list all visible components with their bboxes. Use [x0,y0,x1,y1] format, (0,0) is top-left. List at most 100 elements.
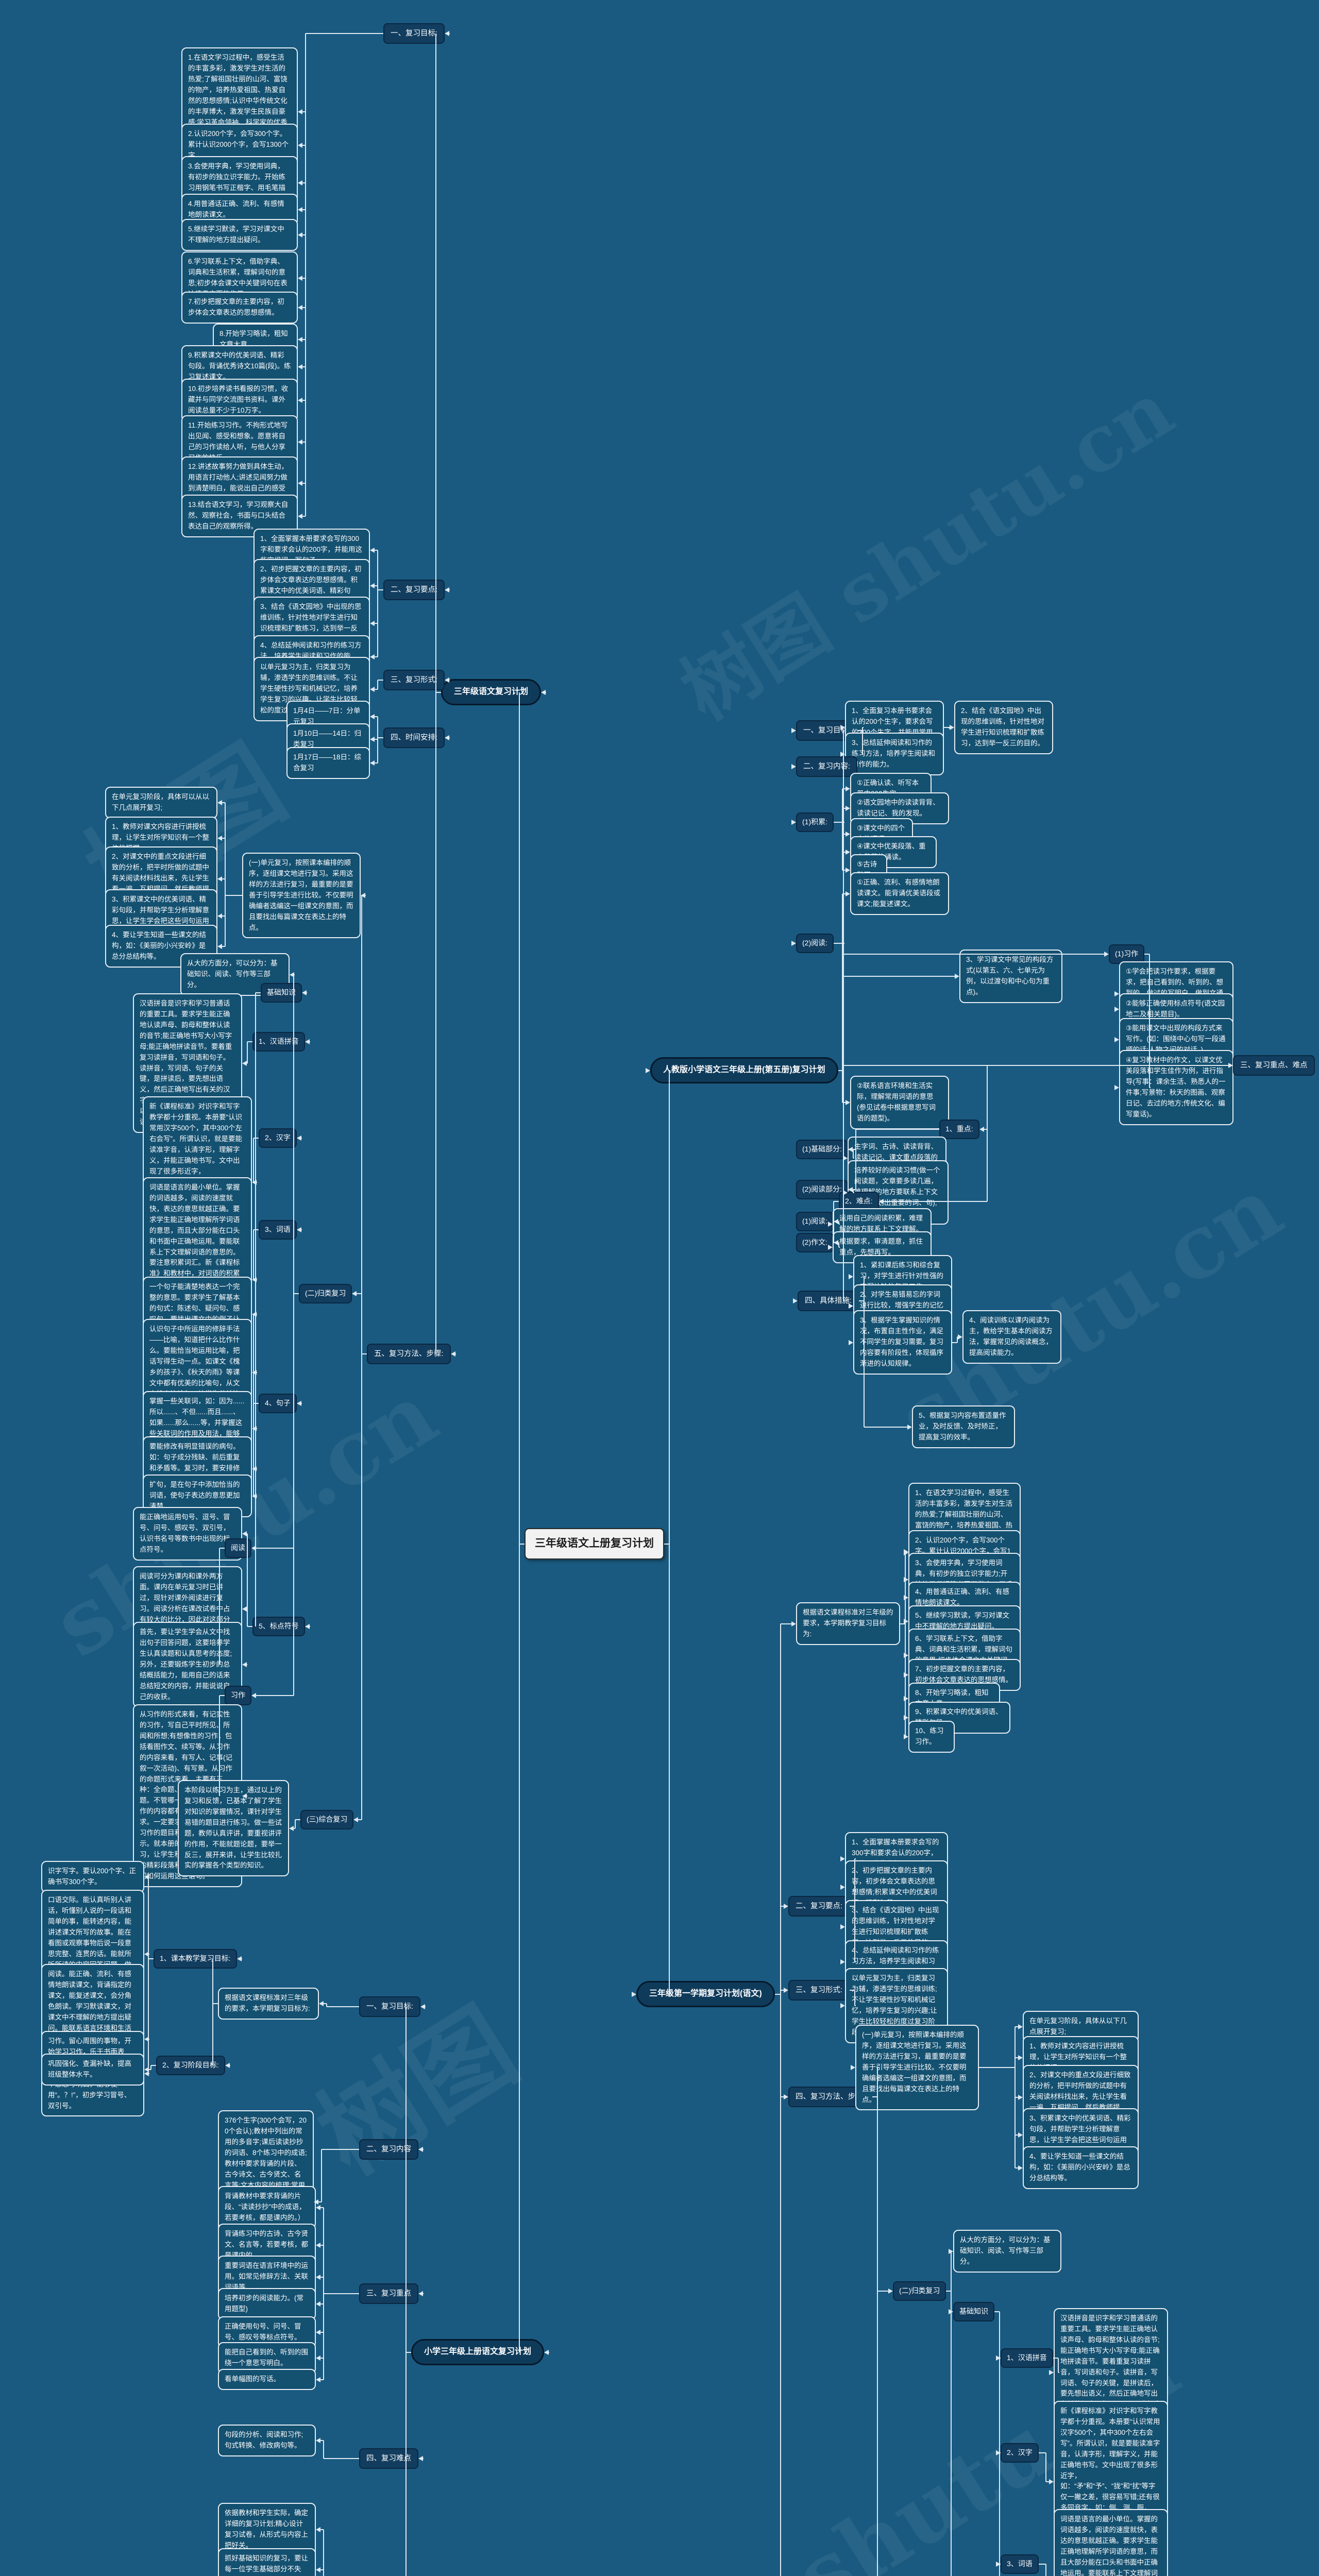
connector-line [151,2065,156,2066]
mindmap-node-b4[interactable]: 四、复习难点 [359,2448,418,2469]
connector-line [302,111,306,112]
mindmap-node-c1-1b[interactable]: 2、结合《语文园地》中出现的思维训练，针对性地对学生进行知识梳理和扩散练习，达到… [954,701,1053,754]
mindmap-node-c6-1a[interactable]: (1)基础部分: [796,1140,848,1159]
mindmap-node-b3[interactable]: 三、复习重点 [359,2283,418,2304]
mindmap-node-c4-3[interactable]: 3、学习课文中常见的构段方式(以第五、六、七单元为例，以过渡句和中心句为重点)。 [959,950,1062,1003]
connector-line [374,762,378,764]
mindmap-node-d1-9[interactable]: 9、积累课文中的优美词语、精彩句段。 [908,1702,1010,1734]
connector-line [839,1247,840,1248]
mindmap-node-a5[interactable]: 五、复习方法、步骤: [367,1344,451,1365]
mindmap-node-rootC[interactable]: 人教版小学语文三年级上册(第五册)复习计划 [650,1057,838,1083]
mindmap-node-b5-1[interactable]: 依据教材和学生实际，确定详细的复习计划;精心设计复习试卷，从形式与内容上把好关。 [218,2503,316,2556]
mindmap-node-a1-7[interactable]: 7.初步把握文章的主要内容，初步体会文章表达的思想感情。 [181,292,298,324]
mindmap-node-a1[interactable]: 一、复习目标: [383,23,445,44]
connector-line [951,2251,952,2576]
mindmap-node-b3-1[interactable]: 背诵教材中要求背诵的片段、“读读抄抄”中的成语，若要考核，都是课内的。） [218,2186,316,2229]
connector-line [834,1221,839,1222]
mindmap-node-a5-g-b5[interactable]: 5、标点符号 [252,1617,305,1636]
connector-line [855,1926,856,1927]
mindmap-node-b1[interactable]: 一、复习目标: [359,1996,421,2018]
connector-line [253,1403,259,1404]
mindmap-node-b1-n1[interactable]: 1、课本教学复习目标: [154,1949,237,1969]
mindmap-node-a4-3[interactable]: 1月17日——18日：综合复习 [286,747,370,779]
mindmap-node-b4-1[interactable]: 句段的分析、阅读和习作;句式转换、修改病句等。 [218,2425,316,2456]
mindmap-node-c4-2[interactable]: ②联系语言环境和生活实际，理解常用词语的意思(参见试卷中根据意思写词语的题型)。 [850,1076,949,1129]
mindmap-node-a5-g-read-2[interactable]: 首先，要让学生学会从文中找出句子回答问题，这要培养学生认真读题和认真思考的态度;… [133,1622,242,1708]
connector-line [1058,2358,1059,2372]
mindmap-node-c3[interactable]: (1)积累: [796,812,834,832]
mindmap-node-c7-3[interactable]: 3、根据学生掌握知识的情况，布置自主性作业，满足不同学生的复习需要。复习内容要有… [853,1310,952,1375]
mindmap-node-c5-4[interactable]: ④复习教材中的作文，以课文优美段落和学生佳作为例，进行指导(写事：课余生活、熟悉… [1119,1050,1233,1125]
mindmap-node-a5-z-1[interactable]: 本阶段以练习为主，通过以上的复习和反馈，已基本了解了学生对知识的掌握情况，课针对… [178,1780,289,1877]
mindmap-node-b1-n1-1[interactable]: 识字写字。要认200个字、正确书写300个字。 [41,1861,144,1893]
mindmap-node-a3[interactable]: 三、复习形式: [383,670,445,691]
connector-line [946,2291,951,2292]
connector-arrowhead [298,364,302,369]
connector-line [856,1129,939,1130]
mindmap-node-a5-g-base[interactable]: 基础知识 [261,983,302,1003]
mindmap-node-a5-g-b5-1[interactable]: 能正确地运用句号、逗号、冒号、问号、感叹号、双引号，认识书名号等数书中出现的标点… [133,1507,242,1561]
connector-line [1045,2453,1046,2482]
mindmap-node-a2[interactable]: 二、复习要点: [383,580,445,601]
mindmap-node-center[interactable]: 三年级语文上册复习计划 [525,1528,664,1560]
mindmap-node-c4[interactable]: (2)阅读: [796,934,834,953]
mindmap-node-d4-g-base[interactable]: 基础知识 [953,2302,994,2321]
mindmap-node-c2[interactable]: 二、复习内容: [796,756,858,777]
connector-arrowhead [544,2349,549,2355]
mindmap-node-b2[interactable]: 二、复习内容 [359,2139,418,2160]
mindmap-node-rootA[interactable]: 三年级语文复习计划 [441,679,542,705]
connector-line [838,1070,843,1071]
mindmap-node-b1-n2[interactable]: 2、复习阶段目标: [156,2056,225,2075]
mindmap-node-a5-g-b4[interactable]: 4、句子 [259,1394,297,1413]
connector-arrowhead [290,972,294,977]
connector-arrowhead [353,1817,358,1822]
mindmap-node-a1-5[interactable]: 5.继续学习默读，学习对课文中不理解的地方提出疑问。 [181,219,298,251]
connector-arrowhead [840,1924,845,1929]
mindmap-node-c6-1[interactable]: 1、重点: [939,1120,979,1139]
mindmap-node-d4-unit[interactable]: (一)单元复习，按照课本编排的顺序，逐组课文地进行复习。采用这样的方法进行复习，… [855,2025,979,2111]
mindmap-node-a5-g-work[interactable]: 习作 [225,1686,251,1705]
connector-line [842,976,955,977]
mindmap-node-a1-10[interactable]: 10.初步培养读书看报的习惯，收藏并与同学交流图书资料。课外阅读总量不少于10万… [181,379,298,421]
mindmap-node-c7-5[interactable]: 5、根据复习内容布置适量作业，及时反馈、及时矫正，提高复习的效率。 [912,1405,1015,1448]
mindmap-node-a5-g-b2[interactable]: 2、汉字 [259,1128,297,1148]
mindmap-node-c6-2b[interactable]: (2)作文: [796,1233,834,1252]
mindmap-node-d4-g-b2[interactable]: 2、汉字 [1001,2443,1039,2463]
connector-line [1058,2372,1059,2373]
mindmap-node-d4-g-note[interactable]: 从大的方面分，可以分为：基础知识、阅读、写作等三部分。 [953,2230,1061,2273]
mindmap-node-d4-u4[interactable]: 4、要让学生知道一些课文的结构，如：《美丽的小兴安岭》是总分总结构等。 [1023,2146,1139,2189]
mindmap-node-d3[interactable]: 三、复习形式: [788,1980,850,2001]
mindmap-node-d1[interactable]: 根据语文课程标准对三年级的要求，本学期教学复习目标为: [796,1602,900,1645]
mindmap-node-c4-1[interactable]: ①正确、流利、有感情地朗读课文。能背诵优美语段或课文;能复述课文。 [850,872,949,915]
mindmap-node-c7-4[interactable]: 4、阅读训练以课内阅读为主，教给学生基本的阅读方法，掌握常见的阅读概念，提高阅读… [962,1310,1061,1364]
mindmap-node-c6-2a[interactable]: (1)阅读: [796,1212,834,1231]
mindmap-node-a5-zonghe[interactable]: (三)综合复习 [300,1810,354,1829]
connector-line [365,895,366,896]
mindmap-node-a4[interactable]: 四、时间安排: [383,727,445,749]
mindmap-node-a5-g-b1[interactable]: 1、汉语拼音 [252,1032,305,1052]
mindmap-node-a5-unit[interactable]: (一)单元复习，按照课本编排的顺序，逐组课文地进行复习。采用这样的方法进行复习，… [242,853,361,939]
mindmap-node-a5-unit-0[interactable]: 在单元复习阶段，具体可以从以下几点展开复习; [105,787,217,819]
mindmap-node-d4-guilei[interactable]: (二)归类复习 [893,2281,946,2301]
mindmap-node-b1-note[interactable]: 根据语文课程标准对三年级的要求，本学期复习目标为: [218,1988,319,2020]
mindmap-node-d1-10[interactable]: 10、练习习作。 [908,1721,955,1753]
mindmap-node-d4-g-b3[interactable]: 3、词语 [1001,2554,1039,2574]
connector-arrowhead [1114,1085,1119,1090]
mindmap-node-b1-n2-1[interactable]: 巩固强化、查漏补缺，提高班级整体水平。 [41,2054,144,2086]
mindmap-node-b3-4[interactable]: 培养初步的阅读能力。(常用题型) [218,2288,316,2320]
mindmap-node-d4-g-b3-1[interactable]: 词语是语言的最小单位。掌握的词语越多，阅读的速度就快，表达的意思就越正确。要求学… [1054,2509,1168,2576]
mindmap-node-a5-guilei[interactable]: (二)归类复习 [299,1284,352,1303]
connector-line [834,1242,839,1243]
connector-arrowhead [370,714,375,719]
mindmap-node-c6[interactable]: 三、复习重点、难点 [1233,1055,1315,1076]
mindmap-node-d4-g-b1[interactable]: 1、汉语拼音 [1001,2348,1053,2368]
mindmap-node-c1-2[interactable]: 3、总结延伸阅读和习作的练习方法，培养学生阅读和习作的能力。 [845,733,944,775]
mindmap-node-rootD[interactable]: 三年级第一学期复习计划(语文) [636,1981,775,2007]
connector-line [857,730,863,731]
connector-line [148,1877,149,2074]
mindmap-node-b3-7[interactable]: 看单幅图的写话。 [218,2369,316,2390]
mindmap-node-d2[interactable]: 二、复习要点: [788,1896,850,1917]
mindmap-node-a5-g-b3[interactable]: 3、词语 [259,1220,297,1240]
mindmap-node-rootB[interactable]: 小学三年级上册语文复习计划 [411,2339,545,2365]
mindmap-node-b5-2[interactable]: 抓好基础知识的复习，要让每一位学生基础部分不失分，不丢分。 [218,2548,316,2576]
